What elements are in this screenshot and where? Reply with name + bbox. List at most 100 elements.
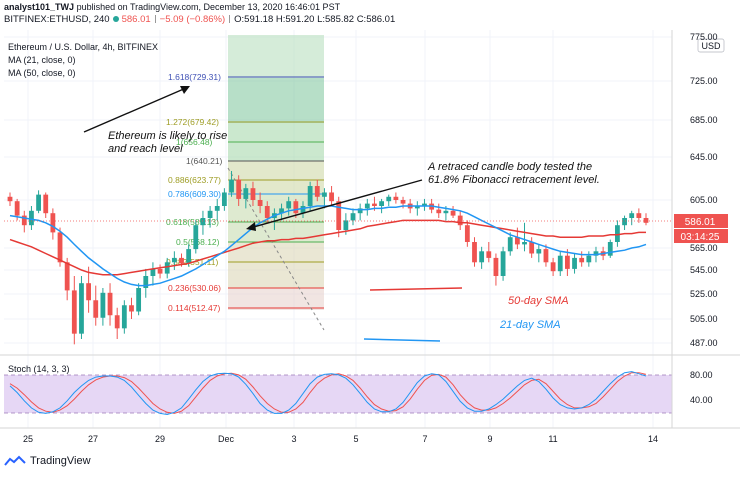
ma21-line[interactable]: [9, 205, 647, 287]
brand-name[interactable]: TradingView: [30, 455, 91, 467]
separator: [154, 15, 156, 23]
fib-zone-1272: [228, 78, 324, 123]
candle-body: [114, 315, 120, 329]
annotation-arrows[interactable]: [83, 86, 463, 342]
candle-body: [100, 292, 106, 318]
currency-box[interactable]: [697, 38, 725, 53]
candle-body: [507, 237, 513, 252]
time-label: 11: [548, 434, 557, 444]
price-tick: 605.00: [690, 195, 718, 205]
candle-body: [50, 213, 56, 233]
fib-level-label: 1(640.21): [186, 156, 223, 166]
last-price-tag: [674, 214, 728, 228]
publish-text: published on TradingView.com, December 1…: [76, 2, 341, 12]
candle-body: [179, 257, 184, 264]
candle-body: [207, 210, 213, 218]
candle-body: [236, 179, 242, 199]
fib-level-label: 1(656.48): [176, 137, 213, 147]
countdown-tag: [674, 229, 728, 243]
symbol-name[interactable]: BITFINEX:ETHUSD, 240: [4, 14, 110, 25]
time-label: 27: [88, 434, 98, 444]
sma21-marker-line[interactable]: [363, 338, 441, 342]
candle-body: [214, 206, 220, 211]
fib-retracement[interactable]: 1.618(729.31) 1.272(679.42) 1(656.48) 1(640…: [166, 35, 325, 331]
ma50-legend[interactable]: MA (50, close, 0): [8, 68, 76, 78]
arrow-to-target[interactable]: [83, 87, 187, 133]
candle-body: [436, 209, 442, 214]
countdown-text: 03:14:25: [681, 232, 720, 243]
candle-body: [364, 203, 370, 209]
last-price-tag-text: 586.01: [685, 217, 716, 228]
fib-level-label: 0.618(585.13): [166, 217, 219, 227]
separator: [229, 15, 231, 23]
candle-body: [71, 290, 77, 334]
time-label: 7: [422, 434, 427, 444]
candle-body: [479, 251, 485, 263]
candle-body: [64, 262, 70, 291]
candle-body: [229, 179, 234, 193]
price-tick: 725.00: [690, 76, 718, 86]
candle-body: [486, 251, 492, 258]
candle-body: [464, 225, 470, 242]
candle-body: [293, 201, 299, 214]
price-tick: 685.00: [690, 115, 718, 125]
candle-body: [536, 249, 542, 254]
stoch-axis[interactable]: 80.00 40.00: [690, 370, 713, 405]
annotation-left-1: Ethereum is likely to rise: [108, 130, 227, 142]
candle-body: [143, 276, 149, 288]
candle-body: [557, 255, 563, 272]
candle-body: [7, 196, 13, 202]
time-label: 25: [23, 434, 33, 444]
candle-body: [615, 225, 620, 242]
candle-body: [493, 257, 499, 276]
candle-body: [572, 257, 577, 269]
time-label: 29: [155, 434, 165, 444]
candle-body: [243, 188, 249, 199]
annotation-right-1: A retraced candle body tested the: [427, 161, 592, 173]
annotation-left-2: and reach level: [108, 143, 183, 155]
candle-body: [286, 201, 292, 209]
candle-body: [300, 206, 306, 214]
sma50-marker-line[interactable]: [369, 287, 463, 291]
candle-body: [93, 300, 99, 318]
candle-body: [250, 188, 256, 200]
candle-body: [622, 218, 627, 226]
candle-body: [136, 288, 142, 312]
stoch-pane[interactable]: Stoch (14, 3, 3): [0, 354, 740, 416]
ma50-line[interactable]: [9, 219, 646, 276]
symbol-info: BITFINEX:ETHUSD, 240 586.01 −5.09 (−0.86%)…: [4, 14, 395, 25]
candle-body: [307, 186, 313, 206]
candle-body: [593, 251, 599, 256]
candle-body: [543, 249, 549, 263]
ohlc-values: O:591.18 H:591.20 L:585.82 C:586.01: [234, 14, 396, 25]
stoch-tick-80: 80.00: [690, 370, 713, 380]
candle-body: [279, 208, 284, 214]
fib-zone-0236: [228, 288, 324, 310]
candle-body: [171, 257, 177, 263]
candle-body: [414, 206, 420, 209]
candle-body: [86, 283, 92, 301]
fib-level-label: 0.786(609.30): [168, 189, 221, 199]
candle-body: [79, 283, 84, 334]
ma21-legend[interactable]: MA (21, close, 0): [8, 55, 76, 65]
stoch-k-line[interactable]: [9, 371, 647, 416]
price-tick: 565.00: [690, 243, 718, 253]
price-tick: 505.00: [690, 314, 718, 324]
footer: TradingView: [4, 455, 91, 467]
candle-body: [164, 262, 170, 274]
price-axis[interactable]: USD 775.00 725.00 685.00 645.00 605.00 565.00…: [671, 30, 728, 428]
time-axis[interactable]: 25 27 29 Dec 3 5 7 9 11 14: [23, 434, 658, 444]
candle-body: [221, 192, 227, 206]
time-label: 14: [648, 434, 658, 444]
candle-body: [579, 257, 585, 263]
chart-title: Ethereum / U.S. Dollar, 4h, BITFINEX: [8, 42, 158, 52]
candle-body: [514, 237, 520, 245]
time-label: Dec: [218, 434, 235, 444]
arrow-to-candle[interactable]: [249, 179, 423, 229]
fib-level-label: 1.618(729.31): [168, 72, 221, 82]
candle-body: [550, 262, 556, 272]
candle-body: [586, 255, 592, 263]
stoch-d-line[interactable]: [9, 372, 647, 414]
author-name[interactable]: analyst101_TWJ: [4, 2, 75, 12]
